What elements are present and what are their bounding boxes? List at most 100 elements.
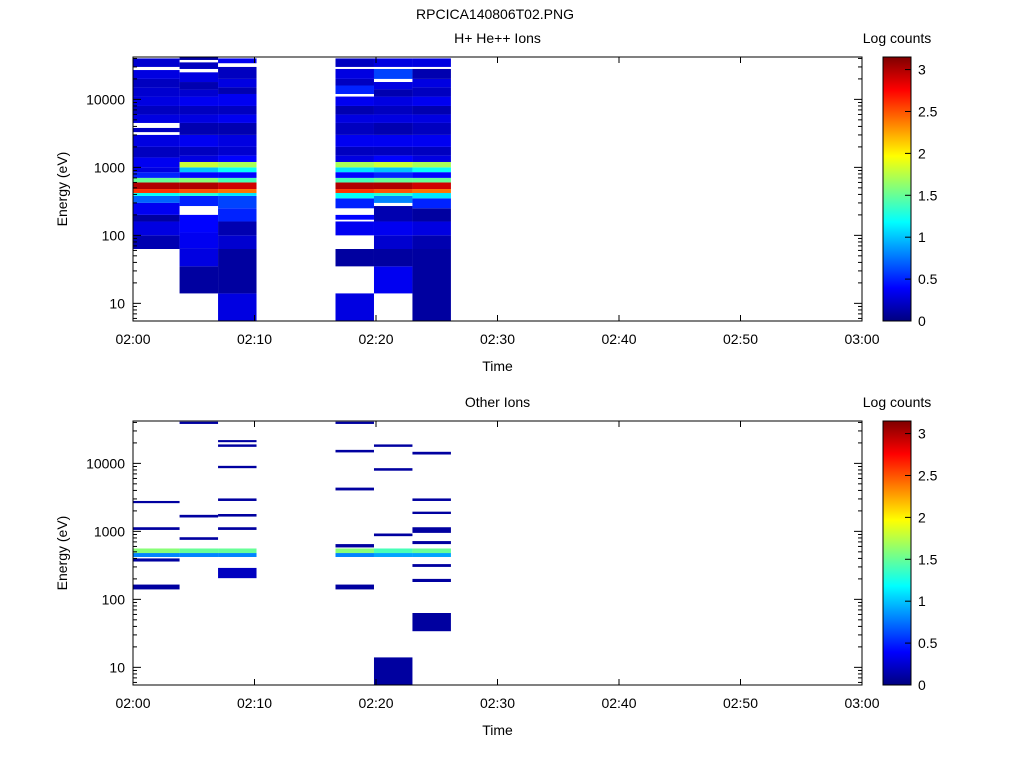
heatmap-cell xyxy=(218,146,257,156)
heatmap-cell xyxy=(179,182,219,190)
heatmap-cell xyxy=(133,177,180,183)
heatmap-cell xyxy=(218,192,257,196)
heatmap-cell xyxy=(373,444,413,447)
colorbar-tick-label: 1 xyxy=(918,229,926,245)
y-tick-label: 100 xyxy=(102,591,126,607)
figure-title: RPCICA140806T02.PNG xyxy=(416,6,574,22)
heatmap-cell xyxy=(412,58,451,67)
heatmap-cell xyxy=(373,155,413,162)
heatmap-cell xyxy=(133,558,180,562)
heatmap-cell xyxy=(412,221,451,236)
heatmap-cell xyxy=(179,82,219,90)
heatmap-cell xyxy=(133,202,180,215)
heatmap-cell xyxy=(412,87,451,97)
heatmap-cell xyxy=(373,182,413,190)
heatmap-cell xyxy=(412,182,451,190)
heatmap-cell xyxy=(218,66,257,79)
heatmap-cell xyxy=(373,167,413,173)
heatmap-cell xyxy=(133,192,180,196)
heatmap-cell xyxy=(179,195,219,207)
heatmap-cell xyxy=(335,548,374,554)
heatmap-cell xyxy=(335,155,374,162)
heatmap-cell xyxy=(218,172,257,178)
heatmap-cell xyxy=(412,613,451,632)
x-tick-label: 02:30 xyxy=(480,695,515,711)
heatmap-cell xyxy=(133,548,180,554)
panel-title: H+ He++ Ions xyxy=(454,30,541,46)
colorbar-tick-label: 2.5 xyxy=(918,467,938,483)
heatmap-cell xyxy=(218,114,257,123)
heatmap-cell xyxy=(373,553,413,557)
heatmap-cell xyxy=(335,58,374,67)
heatmap-cell xyxy=(218,567,257,579)
heatmap-cell xyxy=(218,465,257,469)
heatmap-cell xyxy=(412,189,451,193)
heatmap-cell xyxy=(412,451,451,455)
heatmap-cell xyxy=(412,122,451,135)
heatmap-cell xyxy=(179,232,219,249)
heatmap-cells xyxy=(133,421,451,685)
heatmap-cell xyxy=(133,167,180,173)
x-tick-label: 02:40 xyxy=(601,695,636,711)
heatmap-cell xyxy=(133,70,180,79)
heatmap-cell xyxy=(373,548,413,554)
heatmap-cell xyxy=(335,544,374,548)
heatmap-cell xyxy=(218,444,257,447)
x-axis-label: Time xyxy=(482,722,513,738)
heatmap-cell xyxy=(218,155,257,162)
x-tick-label: 02:10 xyxy=(237,695,272,711)
heatmap-cell xyxy=(335,134,374,147)
heatmap-cell xyxy=(335,249,374,267)
heatmap-cell xyxy=(412,78,451,88)
colorbar-tick-label: 3 xyxy=(918,62,926,78)
heatmap-cell xyxy=(412,161,451,168)
heatmap-cell xyxy=(373,68,413,79)
heatmap-cell xyxy=(412,541,451,545)
heatmap-cell xyxy=(133,146,180,158)
heatmap-cell xyxy=(412,114,451,123)
heatmap-cell xyxy=(179,553,219,557)
y-tick-label: 10000 xyxy=(86,455,125,471)
heatmap-cell xyxy=(373,657,413,685)
y-axis-label: Energy (eV) xyxy=(54,516,70,591)
colorbar-label: Log counts xyxy=(863,30,932,46)
colorbar-tick-label: 2 xyxy=(918,145,926,161)
heatmap-cell xyxy=(412,134,451,147)
heatmap-cell xyxy=(179,72,219,83)
x-tick-label: 03:00 xyxy=(844,331,879,347)
colorbar-label: Log counts xyxy=(863,394,932,410)
heatmap-cell xyxy=(218,235,257,249)
heatmap-cell xyxy=(335,192,374,199)
heatmap-cell xyxy=(373,146,413,156)
heatmap-cell xyxy=(133,500,180,504)
heatmap-cell xyxy=(373,533,413,537)
heatmap-cell xyxy=(373,161,413,168)
heatmap-cell xyxy=(133,157,180,168)
heatmap-cell xyxy=(133,105,180,115)
heatmap-cell xyxy=(335,449,374,453)
heatmap-cell xyxy=(179,62,219,69)
heatmap-cell xyxy=(335,146,374,156)
heatmap-cell xyxy=(335,85,374,94)
heatmap-cell xyxy=(335,198,374,209)
heatmap-cell xyxy=(179,548,219,554)
heatmap-cell xyxy=(373,195,413,203)
heatmap-cell xyxy=(373,172,413,178)
heatmap-cell xyxy=(412,177,451,183)
heatmap-cell xyxy=(218,514,257,517)
heatmap-cell xyxy=(412,105,451,115)
heatmap-cell xyxy=(218,440,257,443)
x-tick-label: 02:00 xyxy=(115,695,150,711)
x-tick-label: 02:00 xyxy=(115,331,150,347)
heatmap-cell xyxy=(179,161,219,168)
heatmap-cell xyxy=(412,235,451,249)
heatmap-cell xyxy=(373,58,413,67)
heatmap-cell xyxy=(218,498,257,501)
colorbar-tick-label: 1.5 xyxy=(918,187,938,203)
colorbar-tick-label: 1.5 xyxy=(918,551,938,567)
heatmap-cell xyxy=(335,122,374,135)
heatmap-cell xyxy=(179,89,219,97)
heatmap-cell xyxy=(373,82,413,90)
heatmap-cell xyxy=(335,182,374,190)
